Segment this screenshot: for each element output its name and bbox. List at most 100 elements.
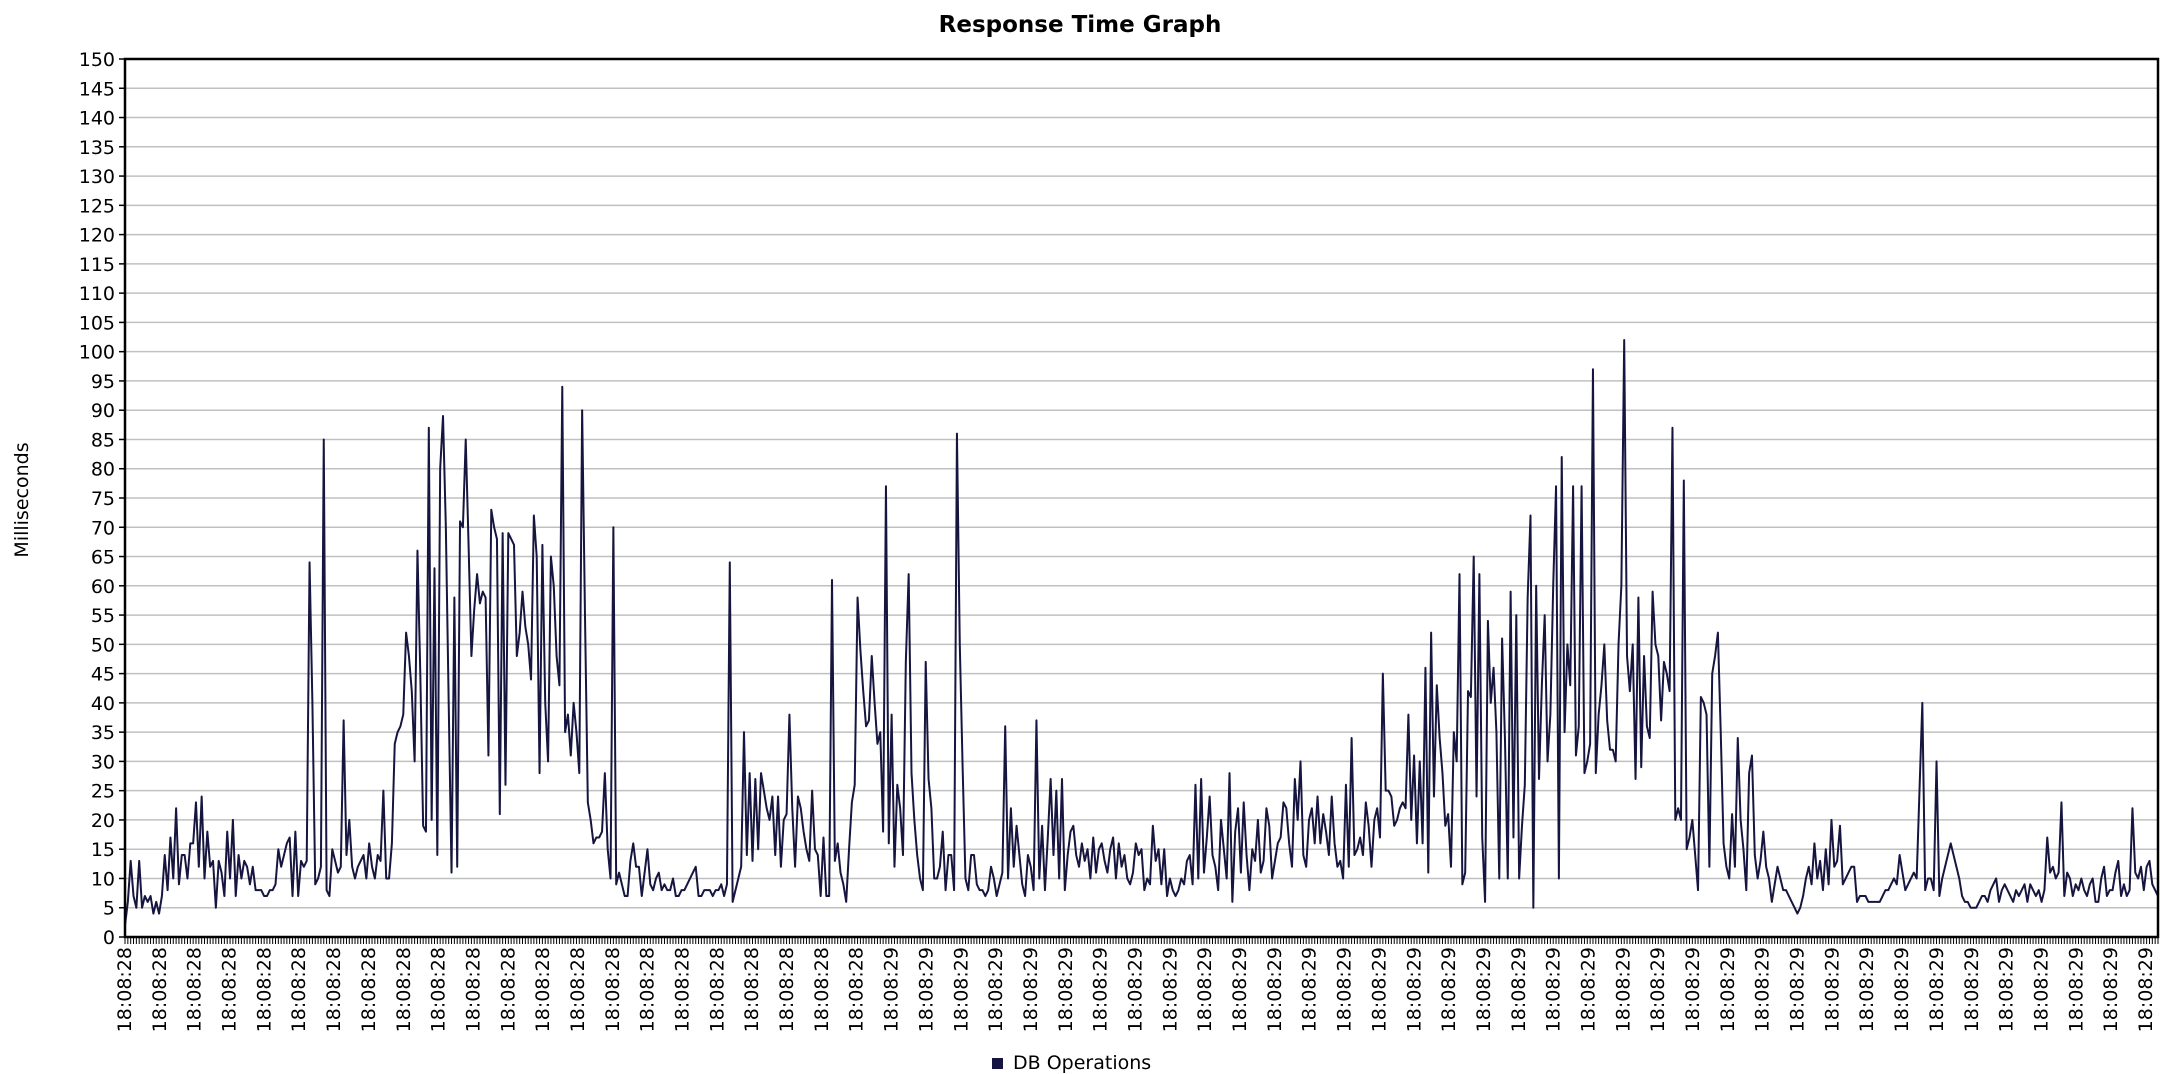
x-tick-label: 18:08:29 [2135,947,2157,1032]
x-tick-label: 18:08:28 [811,947,833,1032]
x-tick-label: 18:08:28 [741,947,763,1032]
x-tick-label: 18:08:28 [776,947,798,1032]
x-tick-label: 18:08:29 [1159,947,1181,1032]
x-tick-label: 18:08:28 [393,947,415,1032]
x-tick-label: 18:08:28 [672,947,694,1032]
x-tick-label: 18:08:29 [1752,947,1774,1032]
y-tick-label: 15 [91,839,115,861]
y-tick-label: 25 [91,781,115,803]
y-tick-label: 75 [91,488,115,510]
x-tick-label: 18:08:29 [2100,947,2122,1032]
y-tick-label: 150 [79,49,115,71]
legend-entry-db-operations: DB Operations [1013,1052,1151,1074]
x-tick-label: 18:08:29 [1438,947,1460,1032]
x-tick-label: 18:08:29 [1229,947,1251,1032]
y-tick-label: 60 [91,576,115,598]
y-tick-label: 105 [79,312,115,334]
x-tick-label: 18:08:29 [985,947,1007,1032]
y-tick-label: 85 [91,429,115,451]
series-layer [124,338,2159,926]
x-tick-label: 18:08:28 [567,947,589,1032]
y-tick-label: 135 [79,137,115,159]
series-line-db-operations [124,338,2159,926]
x-tick-label: 18:08:28 [706,947,728,1032]
x-tick-label: 18:08:28 [497,947,519,1032]
x-tick-label: 18:08:29 [1194,947,1216,1032]
x-tick-label: 18:08:29 [1787,947,1809,1032]
x-tick-label: 18:08:28 [149,947,171,1032]
y-tick-label: 140 [79,108,115,130]
x-tick-label: 18:08:28 [428,947,450,1032]
x-tick-label: 18:08:29 [1403,947,1425,1032]
plot-area-border [123,57,2160,939]
x-tick-label: 18:08:28 [532,947,554,1032]
x-tick-label: 18:08:28 [253,947,275,1032]
x-tick-label: 18:08:29 [1612,947,1634,1032]
y-tick-label: 115 [79,254,115,276]
x-tick-label: 18:08:28 [114,947,136,1032]
x-tick-label: 18:08:29 [1926,947,1948,1032]
x-tick-label: 18:08:29 [1090,947,1112,1032]
legend-swatch [992,1058,1003,1069]
x-axis-ticks: 18:08:28 18:08:28 18:08:28 18:08:28 18:08:28… [114,937,2159,1032]
y-tick-label: 55 [91,605,115,627]
y-tick-label: 100 [79,342,115,364]
x-tick-label: 18:08:29 [1055,947,1077,1032]
chart-title: Response Time Graph [939,12,1222,38]
y-tick-label: 80 [91,459,115,481]
x-tick-label: 18:08:29 [1717,947,1739,1032]
x-tick-label: 18:08:28 [358,947,380,1032]
x-tick-label: 18:08:29 [1334,947,1356,1032]
x-tick-label: 18:08:29 [1647,947,1669,1032]
x-tick-label: 18:08:28 [846,947,868,1032]
x-tick-label: 18:08:29 [1996,947,2018,1032]
x-tick-label: 18:08:28 [219,947,241,1032]
x-tick-label: 18:08:29 [915,947,937,1032]
x-tick-label: 18:08:29 [1856,947,1878,1032]
y-tick-label: 20 [91,810,115,832]
y-tick-label: 95 [91,371,115,393]
y-tick-label: 65 [91,547,115,569]
y-tick-label: 35 [91,722,115,744]
x-tick-label: 18:08:29 [1125,947,1147,1032]
x-tick-label: 18:08:29 [1543,947,1565,1032]
y-tick-label: 0 [103,927,115,949]
x-tick-label: 18:08:28 [288,947,310,1032]
x-tick-label: 18:08:29 [1577,947,1599,1032]
x-tick-label: 18:08:29 [1961,947,1983,1032]
y-tick-label: 10 [91,868,115,890]
y-tick-label: 50 [91,634,115,656]
y-tick-label: 45 [91,664,115,686]
y-tick-label: 40 [91,693,115,715]
y-tick-label: 30 [91,751,115,773]
y-tick-label: 5 [103,898,115,920]
x-tick-label: 18:08:29 [2030,947,2052,1032]
y-tick-label: 110 [79,283,115,305]
x-tick-label: 18:08:28 [323,947,345,1032]
y-tick-label: 90 [91,400,115,422]
x-tick-label: 18:08:29 [2065,947,2087,1032]
grid-lines [125,87,2158,909]
y-tick-label: 120 [79,225,115,247]
x-tick-label: 18:08:28 [462,947,484,1032]
y-axis-label: Milliseconds [11,442,33,557]
x-tick-label: 18:08:29 [1682,947,1704,1032]
x-tick-label: 18:08:29 [1299,947,1321,1032]
x-tick-label: 18:08:29 [1020,947,1042,1032]
x-tick-label: 18:08:28 [184,947,206,1032]
y-tick-label: 125 [79,195,115,217]
x-tick-label: 18:08:29 [1368,947,1390,1032]
x-tick-label: 18:08:29 [1821,947,1843,1032]
x-tick-label: 18:08:28 [637,947,659,1032]
y-tick-label: 130 [79,166,115,188]
x-tick-label: 18:08:29 [1473,947,1495,1032]
y-tick-label: 70 [91,517,115,539]
x-tick-label: 18:08:29 [950,947,972,1032]
y-tick-label: 145 [79,78,115,100]
chart-legend: DB Operations [992,1052,1151,1074]
x-tick-label: 18:08:28 [602,947,624,1032]
x-tick-label: 18:08:29 [1264,947,1286,1032]
x-tick-label: 18:08:29 [1508,947,1530,1032]
